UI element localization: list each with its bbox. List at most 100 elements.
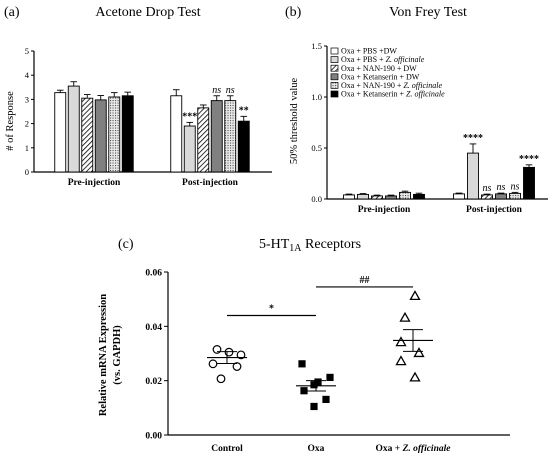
control-point: [236, 350, 246, 360]
panel-b-significance-label: ****: [463, 133, 483, 144]
panel-c-x-tick-label: Oxa: [308, 444, 325, 454]
panel-c-y-tick-label: 0.04: [145, 323, 162, 333]
panel-a-y-tick-label: 4: [25, 70, 30, 80]
panel-c-x-tick-main: Oxa: [308, 444, 325, 454]
control-point: [224, 347, 234, 357]
panel-b-y-tick-label: 1.5: [311, 41, 322, 51]
oxa-zo-point: [409, 371, 421, 382]
panel-a-bar: [108, 96, 121, 173]
panel-c-points: * ##: [207, 275, 433, 411]
panel-a-title: Acetone Drop Test: [95, 5, 200, 20]
panel-a-bar: [237, 120, 250, 173]
legend-entry-main: Oxa + PBS +: [341, 55, 386, 64]
panel-a-significance-label: ns: [212, 85, 221, 96]
comparison-label: *: [269, 303, 274, 314]
control-point: [216, 374, 226, 384]
panel-b-bar: [467, 152, 479, 200]
panel-b-bar: [357, 193, 369, 200]
panel-a-bars: *** ns ns **: [54, 81, 250, 173]
panel-c-y-label-line2: (vs. GAPDH): [112, 325, 123, 385]
panel-b-x-tick-label: Post-injection: [466, 205, 523, 215]
panel-a-bar: [210, 100, 223, 173]
legend-entry-main: Oxa + NAN-190 + DW: [341, 64, 417, 73]
legend-entry-main: Oxa + Ketanserin +: [341, 90, 406, 99]
panel-a-y-label: # of Response: [5, 91, 16, 151]
legend-entry: Oxa + Ketanserin + Z. officinale: [341, 90, 445, 99]
panel-a-y-tick-label: 1: [25, 143, 29, 153]
panel-a-label: (a): [4, 5, 20, 20]
panel-b-bar: [495, 193, 507, 200]
panel-b-bar: [399, 191, 411, 200]
panel-a-bar: [170, 95, 183, 173]
panel-b-vonfrey-chart: (b) Von Frey Test 50% threshold value 0.…: [285, 5, 548, 215]
panel-b-bar: [385, 195, 397, 200]
oxa-point: [314, 378, 322, 386]
legend-entry-main: Oxa + NAN-190 +: [341, 81, 403, 90]
panel-b-bars: ****ns ns ns****: [343, 133, 539, 200]
comparison-label: ##: [360, 275, 370, 286]
panel-a-bar: [67, 85, 80, 173]
legend-swatch: [330, 73, 339, 81]
control-point: [208, 359, 218, 369]
panel-b-bar: [509, 192, 521, 200]
panel-c-y-label-line1: Relative mRNA Expression: [98, 294, 109, 416]
legend-entry: Oxa + PBS +DW: [341, 47, 397, 56]
panel-c-title: 5-HT1A Receptors: [259, 237, 361, 254]
panel-b-bar: [481, 194, 493, 200]
panel-a-bar: [224, 100, 237, 173]
panel-b-bar: [453, 193, 465, 200]
oxa-point: [326, 373, 334, 382]
panel-c-x-tick-main: Control: [211, 444, 243, 454]
panel-c-label: (c): [118, 237, 134, 252]
panel-b-y-tick-label: 1.0: [311, 92, 322, 102]
panel-a-bar: [183, 125, 196, 173]
panel-a-y-tick-label: 2: [25, 119, 29, 129]
panel-b-y-label: 50% threshold value: [289, 78, 300, 165]
oxa-point: [310, 402, 318, 411]
panel-b-y-tick-label: 0.5: [311, 143, 322, 153]
panel-c-axes: 0.00 0.02 0.04 0.06 Control Oxa Oxa + Z. offic…: [145, 269, 510, 454]
panel-a-y-tick-label: 3: [25, 94, 29, 104]
oxa-point: [300, 387, 308, 395]
panel-b-significance-label: ns: [497, 182, 506, 193]
panel-b-y-tick-label: 0.0: [311, 194, 322, 204]
legend-entry-main: Oxa + Ketanserin + DW: [341, 72, 420, 81]
legend-entry-main: Oxa + PBS +DW: [341, 47, 397, 56]
panel-a-bar: [81, 97, 94, 173]
panel-a-y-tick-label: 0: [25, 167, 29, 177]
control-point: [232, 362, 242, 371]
panel-a-significance-label: **: [239, 105, 249, 116]
panel-b-significance-label: ns: [511, 181, 520, 192]
legend-entry: Oxa + Ketanserin + DW: [341, 72, 420, 81]
panel-b-significance-label: ns: [483, 183, 492, 194]
panel-c-y-tick-label: 0.00: [145, 432, 162, 442]
oxa-point: [322, 395, 330, 404]
panel-c-y-tick-label: 0.06: [145, 269, 162, 279]
oxa-point: [310, 381, 318, 389]
panel-c-x-tick-italic: Z. officinale: [402, 444, 452, 454]
panel-a-x-tick-label: Post-injection: [182, 178, 239, 188]
oxa-zo-point: [395, 336, 407, 347]
panel-c-title-main: 5-HT: [259, 237, 290, 252]
legend-swatch: [330, 90, 339, 98]
panel-c-x-tick-main: Oxa +: [376, 444, 403, 454]
panel-a-y-tick-label: 5: [25, 46, 29, 56]
panel-c-y-tick-label: 0.02: [145, 377, 162, 387]
panel-b-bar: [371, 195, 383, 200]
panel-b-significance-label: ****: [519, 154, 539, 165]
panel-b-label: (b): [285, 5, 302, 20]
legend-entry: Oxa + NAN-190 + DW: [341, 64, 417, 73]
panel-a-bar: [94, 99, 107, 173]
oxa-zo-point: [395, 355, 407, 366]
legend-entry: Oxa + PBS + Z. officinale: [341, 55, 425, 64]
panel-b-title: Von Frey Test: [389, 5, 467, 20]
oxa-point: [298, 360, 306, 368]
panel-a-bar: [197, 107, 210, 173]
oxa-zo-point: [409, 290, 421, 301]
legend-entry-italic: Z. officinale: [406, 90, 445, 99]
legend-entry-italic: Z. officinale: [386, 55, 425, 64]
panel-c-title-rest: Receptors: [302, 237, 361, 252]
panel-a-significance-label: ns: [226, 85, 235, 96]
